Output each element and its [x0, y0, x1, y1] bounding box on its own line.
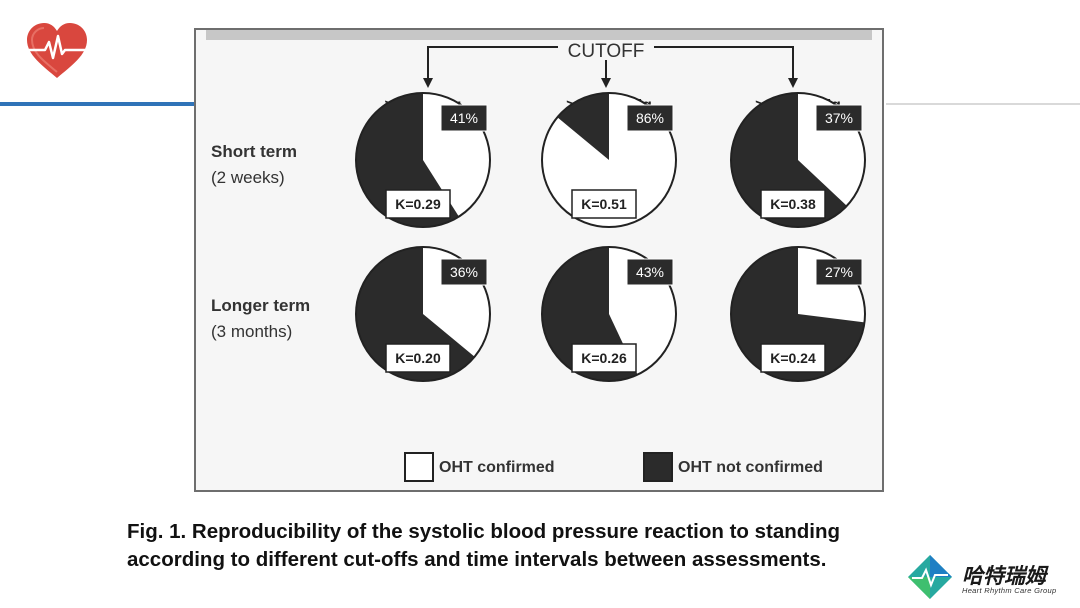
header-divider-line: [886, 103, 1080, 105]
pie-outline: [541, 92, 677, 228]
pie-outline: [730, 246, 866, 382]
pie-outline: [730, 92, 866, 228]
cutoff-arrowhead-0: [423, 78, 433, 88]
caption-line-2: according to different cut-offs and time…: [127, 548, 827, 571]
figure-panel: CUTOFF> 5 mmHg> 10 mmHg> 15 mmHgShort te…: [194, 28, 884, 492]
pie-kappa-label: K=0.51: [581, 196, 627, 212]
pie-kappa-label: K=0.29: [395, 196, 441, 212]
pie-kappa-box: [385, 189, 451, 219]
caption-line-1: Fig. 1. Reproducibility of the systolic …: [127, 520, 841, 543]
legend-label-not-confirmed: OHT not confirmed: [678, 459, 823, 476]
pie-kappa-label: K=0.38: [770, 196, 816, 212]
logo-name-en: Heart Rhythm Care Group: [962, 586, 1057, 595]
pie-kappa-box: [385, 343, 451, 373]
pie-chart-grid: CUTOFF> 5 mmHg> 10 mmHg> 15 mmHgShort te…: [211, 41, 866, 482]
pie-kappa-label: K=0.20: [395, 350, 441, 366]
row-label: Longer term: [211, 296, 310, 315]
figure-top-bar: [206, 30, 872, 40]
cutoff-bracket-left: [427, 46, 558, 82]
pie-slice-not-confirmed: [557, 93, 609, 160]
cutoff-arrowhead-1: [601, 78, 611, 88]
pie-pct-label: 41%: [450, 110, 478, 126]
pie-pct-box: [440, 104, 488, 132]
legend-label-confirmed: OHT confirmed: [439, 459, 555, 476]
pie-pct-label: 27%: [825, 264, 853, 280]
pie-kappa-label: K=0.26: [581, 350, 627, 366]
pie-outline: [355, 246, 491, 382]
pie-pct-box: [626, 104, 674, 132]
pie-kappa-box: [571, 343, 637, 373]
row-label: Short term: [211, 142, 297, 161]
pie-outline: [541, 246, 677, 382]
legend-swatch-confirmed: [404, 452, 434, 482]
cutoff-arrowhead-2: [788, 78, 798, 88]
pie-kappa-box: [760, 189, 826, 219]
pie-kappa-label: K=0.24: [770, 350, 816, 366]
header-accent-line: [0, 102, 196, 106]
diamond-logo-icon: [908, 555, 952, 599]
legend-swatch-not-confirmed: [643, 452, 673, 482]
pie-pct-box: [626, 258, 674, 286]
pie-pct-box: [815, 104, 863, 132]
pie-pct-label: 86%: [636, 110, 664, 126]
pie-pct-label: 37%: [825, 110, 853, 126]
pie-pct-box: [815, 258, 863, 286]
logo-name-cn: 哈特瑞姆: [962, 564, 1046, 588]
pie-pct-box: [440, 258, 488, 286]
row-sublabel: (2 weeks): [211, 168, 285, 187]
pie-outline: [355, 92, 491, 228]
cutoff-bracket-right: [654, 46, 794, 82]
pie-pct-label: 43%: [636, 264, 664, 280]
figure-caption: Fig. 1. Reproducibility of the systolic …: [127, 518, 997, 574]
heart-pulse-icon: [27, 23, 87, 78]
pie-kappa-box: [571, 189, 637, 219]
pie-kappa-box: [760, 343, 826, 373]
cutoff-title: CUTOFF: [568, 41, 645, 62]
row-sublabel: (3 months): [211, 322, 292, 341]
pie-pct-label: 36%: [450, 264, 478, 280]
